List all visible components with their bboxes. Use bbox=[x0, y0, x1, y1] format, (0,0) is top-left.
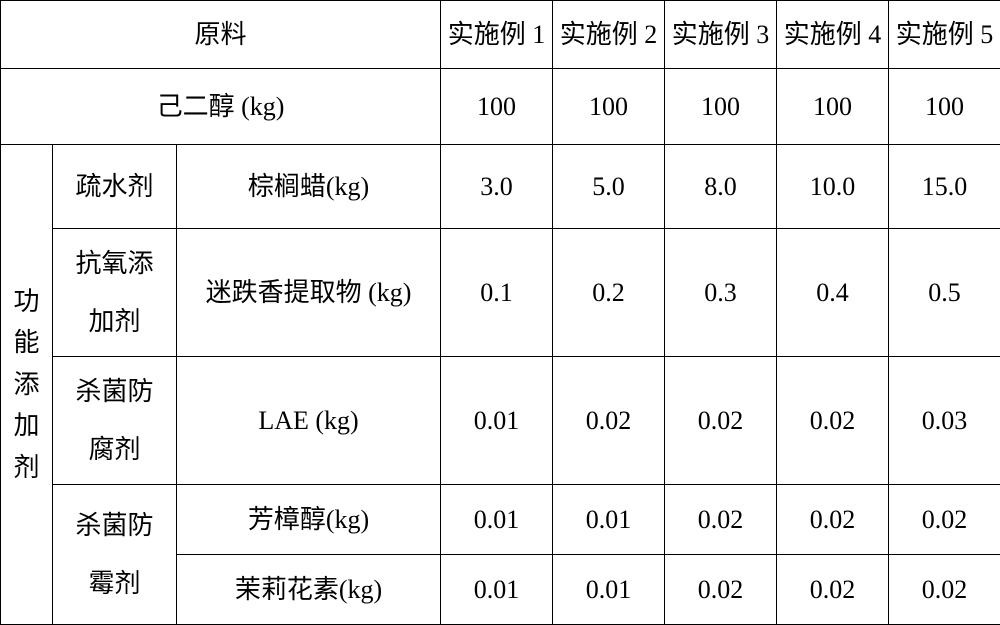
table-row: 杀菌防腐剂 LAE (kg) 0.01 0.02 0.02 0.02 0.03 bbox=[1, 357, 1000, 485]
table-row: 己二醇 (kg) 100 100 100 100 100 bbox=[1, 69, 1000, 145]
cell: 0.02 bbox=[665, 555, 777, 625]
category-cell: 抗氧添加剂 bbox=[53, 229, 177, 357]
item-cell: 迷跌香提取物 (kg) bbox=[177, 229, 441, 357]
category-text: 抗氧添加剂 bbox=[75, 249, 153, 335]
item-cell: 茉莉花素(kg) bbox=[177, 555, 441, 625]
cell: 0.5 bbox=[889, 229, 1000, 357]
group-label: 功能添加剂 bbox=[14, 281, 40, 489]
cell: 0.01 bbox=[553, 485, 665, 555]
cell: 0.4 bbox=[777, 229, 889, 357]
cell: 0.3 bbox=[665, 229, 777, 357]
header-material: 原料 bbox=[1, 1, 441, 69]
header-col: 实施例 4 bbox=[777, 1, 889, 69]
cell: 0.02 bbox=[777, 357, 889, 485]
cell: 0.01 bbox=[553, 555, 665, 625]
table-wrapper: 原料 实施例 1 实施例 2 实施例 3 实施例 4 实施例 5 己二醇 (kg… bbox=[0, 0, 1000, 624]
table-row: 功能添加剂 疏水剂 棕榈蜡(kg) 3.0 5.0 8.0 10.0 15.0 bbox=[1, 145, 1000, 229]
cell: 100 bbox=[777, 69, 889, 145]
cell: 100 bbox=[665, 69, 777, 145]
cell: 100 bbox=[441, 69, 553, 145]
cell: 0.02 bbox=[777, 555, 889, 625]
header-col: 实施例 3 bbox=[665, 1, 777, 69]
cell: 0.02 bbox=[665, 485, 777, 555]
cell: 0.03 bbox=[889, 357, 1000, 485]
cell: 0.01 bbox=[441, 357, 553, 485]
header-col: 实施例 1 bbox=[441, 1, 553, 69]
cell: 0.01 bbox=[441, 485, 553, 555]
table-row: 原料 实施例 1 实施例 2 实施例 3 实施例 4 实施例 5 bbox=[1, 1, 1000, 69]
cell: 5.0 bbox=[553, 145, 665, 229]
group-label-cell: 功能添加剂 bbox=[1, 145, 53, 625]
cell: 0.02 bbox=[889, 485, 1000, 555]
data-table: 原料 实施例 1 实施例 2 实施例 3 实施例 4 实施例 5 己二醇 (kg… bbox=[0, 0, 1000, 625]
table-row: 杀菌防霉剂 芳樟醇(kg) 0.01 0.01 0.02 0.02 0.02 bbox=[1, 485, 1000, 555]
cell: 10.0 bbox=[777, 145, 889, 229]
cell: 0.02 bbox=[889, 555, 1000, 625]
category-cell: 杀菌防霉剂 bbox=[53, 485, 177, 625]
cell: 0.02 bbox=[553, 357, 665, 485]
cell: 3.0 bbox=[441, 145, 553, 229]
cell: 15.0 bbox=[889, 145, 1000, 229]
item-cell: 棕榈蜡(kg) bbox=[177, 145, 441, 229]
cell: 0.01 bbox=[441, 555, 553, 625]
cell: 0.02 bbox=[665, 357, 777, 485]
header-col: 实施例 5 bbox=[889, 1, 1000, 69]
cell: 0.2 bbox=[553, 229, 665, 357]
base-label: 己二醇 (kg) bbox=[1, 69, 441, 145]
cell: 100 bbox=[889, 69, 1000, 145]
cell: 0.1 bbox=[441, 229, 553, 357]
category-cell: 疏水剂 bbox=[53, 145, 177, 229]
table-row: 抗氧添加剂 迷跌香提取物 (kg) 0.1 0.2 0.3 0.4 0.5 bbox=[1, 229, 1000, 357]
item-cell: LAE (kg) bbox=[177, 357, 441, 485]
header-col: 实施例 2 bbox=[553, 1, 665, 69]
category-text: 杀菌防腐剂 bbox=[75, 377, 153, 463]
category-text: 杀菌防霉剂 bbox=[75, 511, 153, 597]
cell: 0.02 bbox=[777, 485, 889, 555]
cell: 8.0 bbox=[665, 145, 777, 229]
cell: 100 bbox=[553, 69, 665, 145]
category-cell: 杀菌防腐剂 bbox=[53, 357, 177, 485]
item-cell: 芳樟醇(kg) bbox=[177, 485, 441, 555]
